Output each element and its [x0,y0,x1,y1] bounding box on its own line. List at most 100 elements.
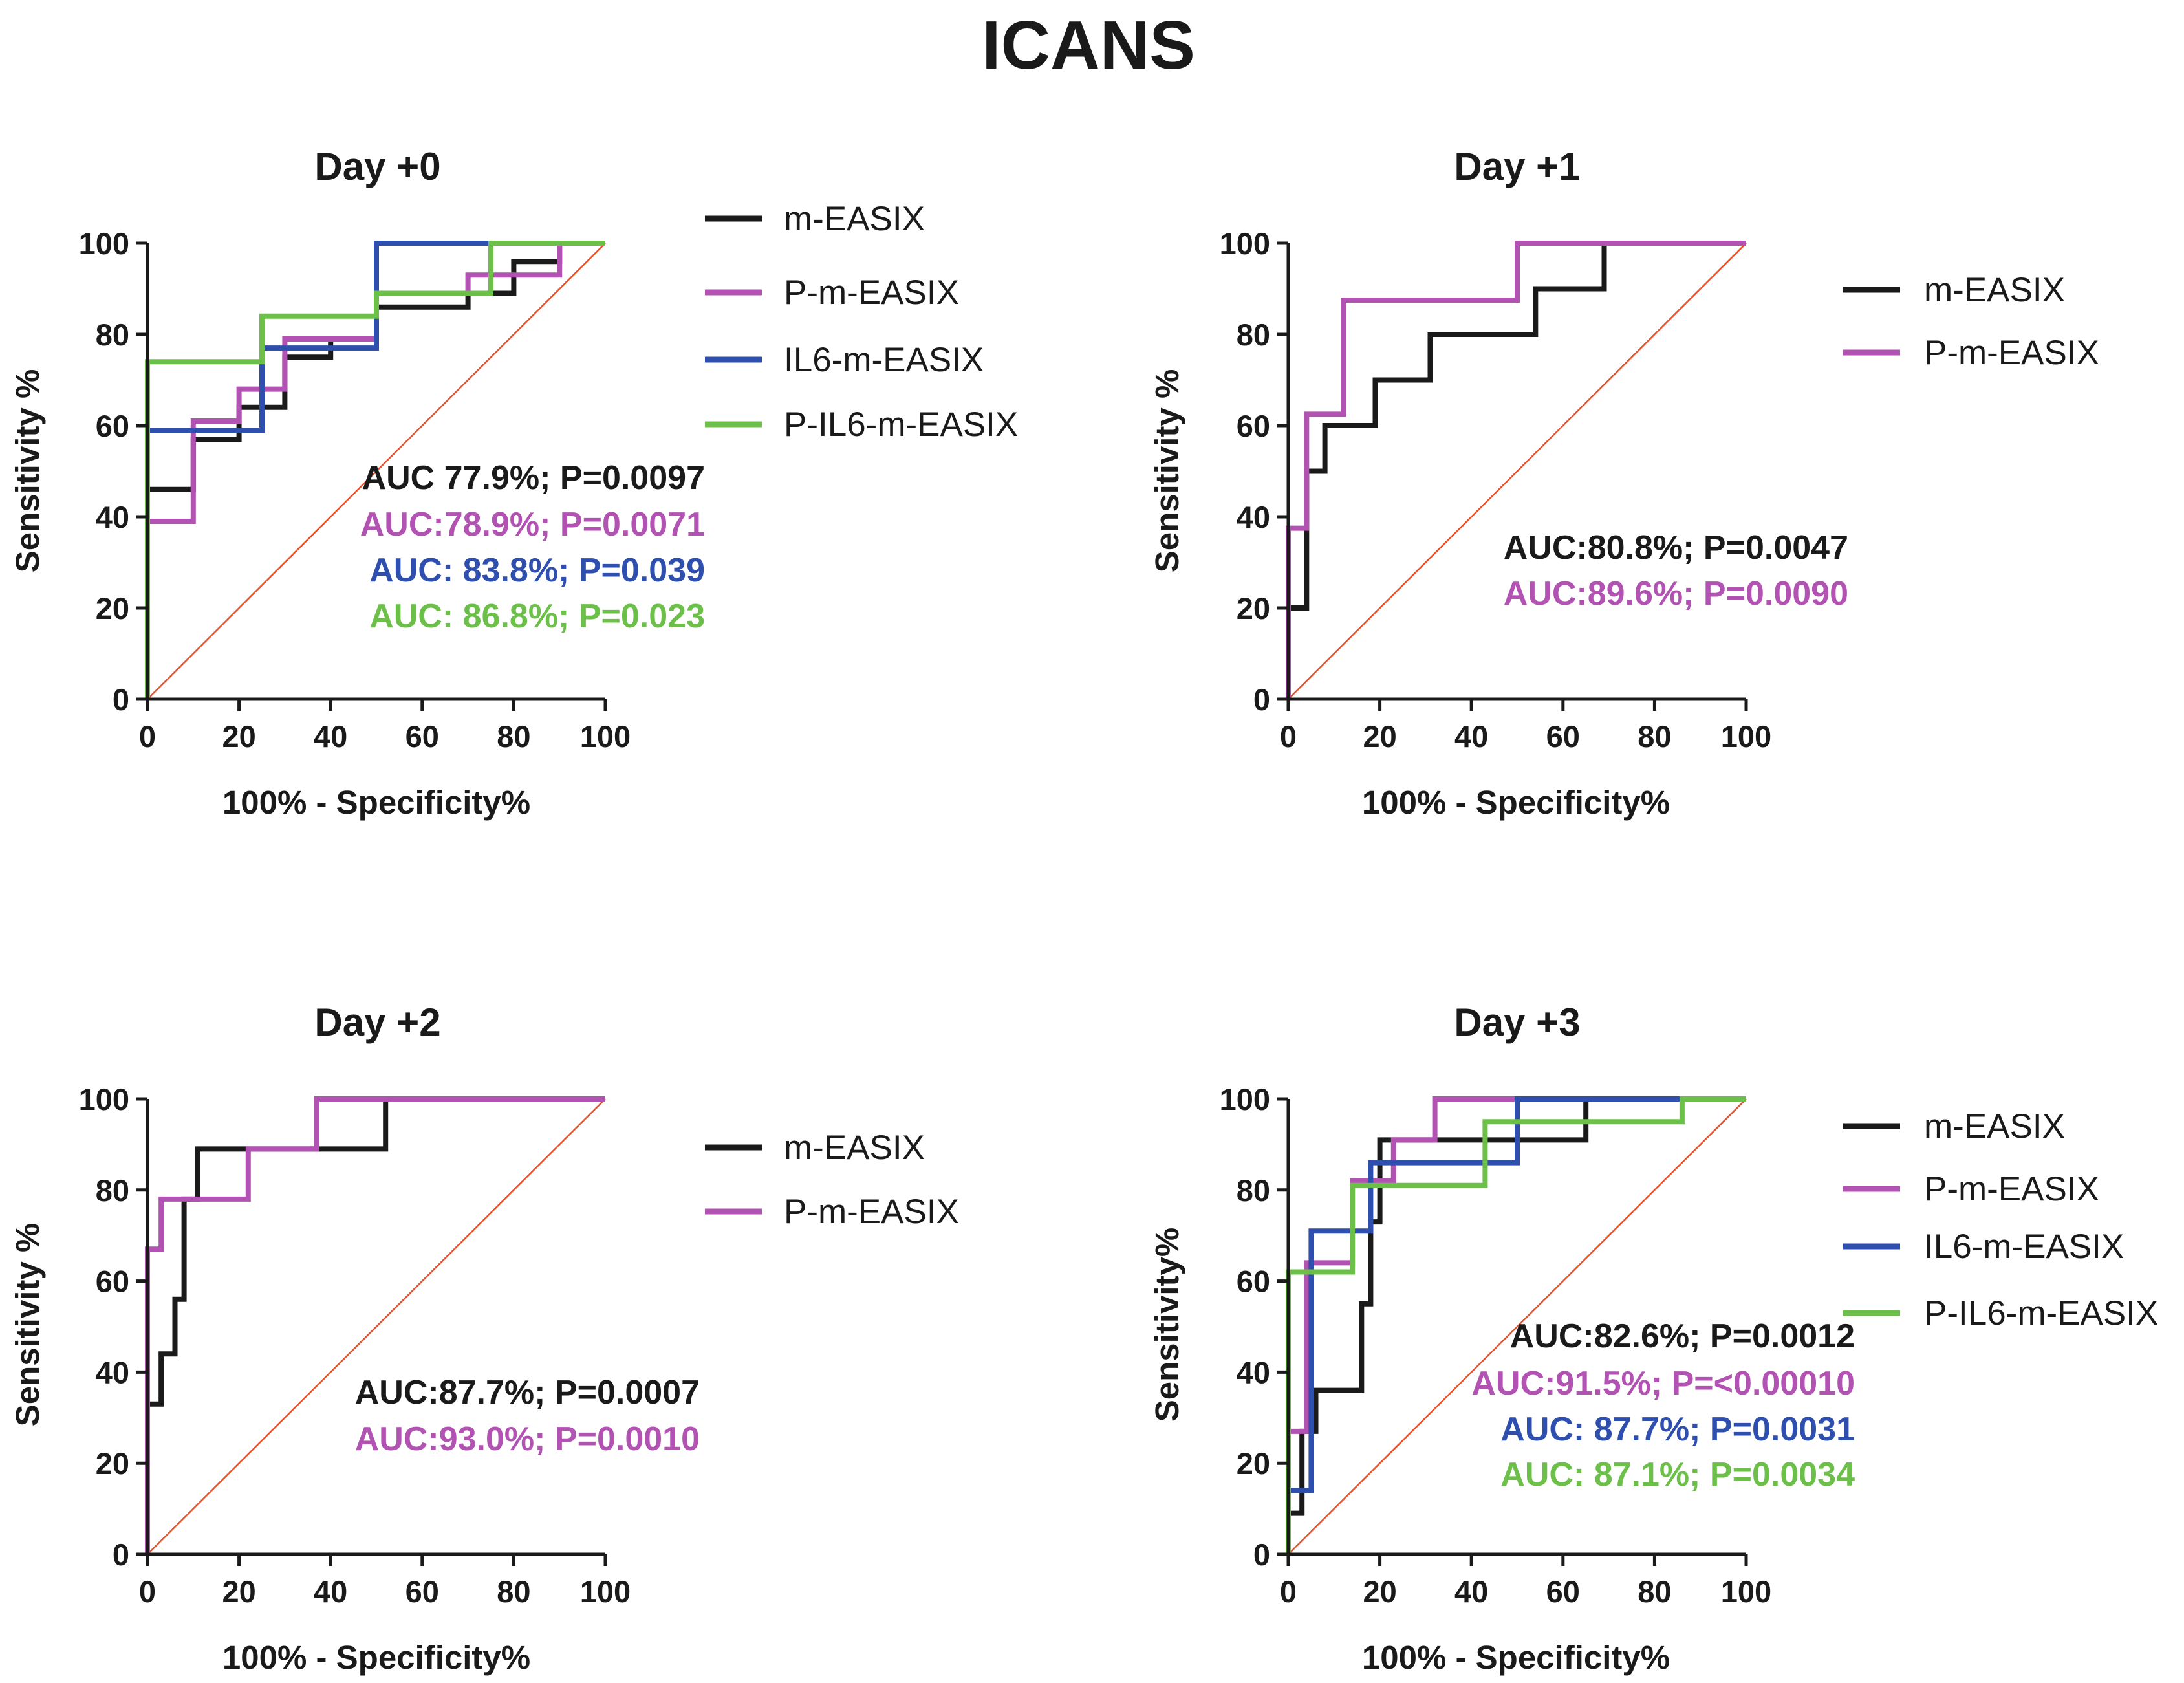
auc-annotation: AUC 77.9%; P=0.0097 [362,459,705,497]
x-tick-label: 100 [580,719,631,754]
y-tick-label: 80 [96,1173,129,1208]
series-line-m-easix [1286,241,1746,699]
x-tick-label: 20 [222,1574,255,1609]
y-tick-label: 40 [1237,500,1270,534]
reference-diagonal-line [1288,243,1747,700]
legend-label: m-EASIX [784,1129,925,1167]
x-axis-label: 100% - Specificity% [1362,1639,1670,1676]
x-tick-label: 80 [1638,1574,1671,1609]
figure-title: ICANS [982,7,1195,83]
auc-annotation: AUC: 86.8%; P=0.023 [369,598,705,635]
y-tick-label: 100 [79,226,129,261]
auc-annotation: AUC: 87.7%; P=0.0031 [1500,1411,1855,1448]
y-tick-label: 60 [1237,1265,1270,1299]
x-tick-label: 0 [139,719,156,754]
y-axis-label: Sensitivity% [1149,1228,1185,1422]
auc-annotation: AUC:78.9%; P=0.0071 [360,506,705,543]
x-tick-label: 0 [1280,1574,1297,1609]
y-tick-label: 0 [113,682,129,717]
y-tick-label: 40 [96,1355,129,1389]
chart-panel-1: Day +0 0 20 40 60 80 100 0 20 40 60 80 100 100% - Spe… [9,145,1018,821]
auc-annotation: AUC:89.6%; P=0.0090 [1504,575,1848,613]
y-tick-label: 60 [1237,409,1270,443]
x-tick-label: 0 [1280,719,1297,754]
x-tick-label: 40 [1454,719,1488,754]
y-tick-label: 60 [96,409,129,443]
y-tick-label: 20 [96,1446,129,1481]
y-axis-label: Sensitivity % [9,1223,46,1427]
y-tick-label: 0 [113,1537,129,1572]
legend-label: P-IL6-m-EASIX [1924,1294,2158,1332]
series-line-p-il6-m-easix [1286,1096,1746,1554]
x-tick-label: 80 [497,719,530,754]
x-axis-label: 100% - Specificity% [222,1639,530,1676]
y-tick-label: 100 [1220,226,1270,261]
reference-diagonal-line [147,243,606,700]
auc-annotation: AUC:91.5%; P=<0.00010 [1471,1365,1855,1402]
x-tick-label: 20 [1363,719,1396,754]
y-tick-label: 60 [96,1265,129,1299]
y-tick-label: 0 [1253,1537,1270,1572]
y-tick-label: 40 [96,500,129,534]
x-axis-label: 100% - Specificity% [222,784,530,821]
auc-annotation: AUC:87.7%; P=0.0007 [355,1374,700,1411]
legend-label: P-m-EASIX [1924,1170,2099,1208]
legend-label: P-IL6-m-EASIX [784,406,1018,444]
panel-title: Day +0 [314,145,440,188]
y-tick-label: 80 [1237,318,1270,352]
y-tick-label: 0 [1253,682,1270,717]
chart-panel-4: Day +3 0 20 40 60 80 100 0 20 40 60 80 100 100% - Spe… [1149,1001,2158,1676]
x-axis-label: 100% - Specificity% [1362,784,1670,821]
y-tick-label: 100 [79,1082,129,1116]
x-tick-label: 100 [580,1574,631,1609]
auc-annotation: AUC: 87.1%; P=0.0034 [1500,1456,1855,1493]
legend-label: P-m-EASIX [784,1193,959,1231]
panel-title: Day +1 [1454,145,1580,188]
x-tick-label: 40 [1454,1574,1488,1609]
chart-panel-3: Day +2 0 20 40 60 80 100 0 20 40 60 80 100 100% - Spe… [9,1001,959,1676]
series-line-p-il6-m-easix [145,241,605,699]
x-tick-label: 20 [1363,1574,1396,1609]
legend-label: IL6-m-EASIX [1924,1228,2124,1266]
y-tick-label: 100 [1220,1082,1270,1116]
legend-label: IL6-m-EASIX [784,341,984,379]
y-tick-label: 20 [1237,591,1270,625]
x-tick-label: 40 [314,1574,347,1609]
y-tick-label: 80 [96,318,129,352]
x-tick-label: 60 [405,1574,439,1609]
series-line-p-m-easix [1286,241,1746,699]
y-axis-label: Sensitivity % [1149,369,1185,573]
chart-panels: Day +0 0 20 40 60 80 100 0 20 40 60 80 100 100% - Spe… [9,145,2158,1676]
series-line-p-m-easix [145,241,605,699]
x-tick-label: 0 [139,1574,156,1609]
y-tick-label: 20 [1237,1446,1270,1481]
reference-diagonal-line [1288,1098,1747,1555]
x-tick-label: 20 [222,719,255,754]
series-line-m-easix [145,1096,605,1554]
panel-title: Day +3 [1454,1001,1580,1044]
auc-annotation: AUC: 83.8%; P=0.039 [369,552,705,589]
x-tick-label: 60 [1546,719,1580,754]
x-tick-label: 100 [1721,719,1771,754]
x-tick-label: 60 [1546,1574,1580,1609]
x-tick-label: 80 [497,1574,530,1609]
auc-annotation: AUC:80.8%; P=0.0047 [1504,529,1848,567]
series-line-p-m-easix [145,1096,605,1554]
x-tick-label: 100 [1721,1574,1771,1609]
x-tick-label: 40 [314,719,347,754]
chart-panel-2: Day +1 0 20 40 60 80 100 0 20 40 60 80 100 100% - Spe… [1149,145,2099,821]
x-tick-label: 60 [405,719,439,754]
x-tick-label: 80 [1638,719,1671,754]
y-tick-label: 40 [1237,1355,1270,1389]
legend-label: m-EASIX [1924,271,2065,309]
auc-annotation: AUC:82.6%; P=0.0012 [1510,1318,1855,1355]
y-tick-label: 20 [96,591,129,625]
legend-label: P-m-EASIX [1924,334,2099,372]
y-axis-label: Sensitivity % [9,369,46,573]
series-line-p-m-easix [1286,1096,1746,1554]
legend-label: P-m-EASIX [784,274,959,312]
legend-label: m-EASIX [784,200,925,238]
reference-diagonal-line [147,1098,606,1555]
auc-annotation: AUC:93.0%; P=0.0010 [355,1420,700,1458]
